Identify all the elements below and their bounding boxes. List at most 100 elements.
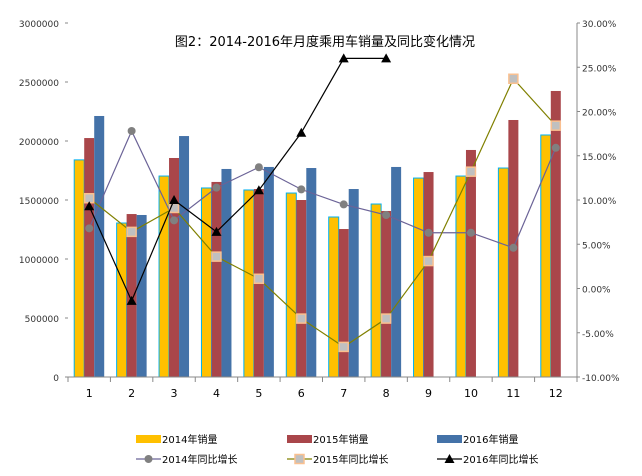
marker-1-11 xyxy=(508,73,519,85)
legend-swatch-bar-1 xyxy=(287,435,312,443)
bar-1-10 xyxy=(465,149,476,377)
marker-1-12 xyxy=(550,120,562,131)
x-tick-label: 9 xyxy=(425,387,432,400)
x-tick-label: 2 xyxy=(128,387,135,400)
legend-label: 2016年同比增长 xyxy=(463,453,538,466)
marker-2-7 xyxy=(338,53,349,63)
right-y-tick-label: -5.00% xyxy=(582,330,614,340)
right-y-tick-label: -10.00% xyxy=(582,374,620,384)
bar-1-3 xyxy=(169,157,180,377)
line-series-1 xyxy=(88,77,557,348)
marker-0-3 xyxy=(170,216,179,225)
bar-0-10 xyxy=(455,175,467,378)
left-y-tick-label: 1000000 xyxy=(19,256,59,266)
x-tick-label: 4 xyxy=(213,387,220,400)
right-y-tick-label: 5.00% xyxy=(582,241,611,251)
marker-1-4 xyxy=(211,251,222,262)
left-y-tick-label: 1500000 xyxy=(19,197,59,207)
bar-0-9 xyxy=(413,177,425,378)
x-tick-label: 1 xyxy=(86,387,93,400)
marker-2-8 xyxy=(381,53,392,63)
marker-0-1 xyxy=(85,224,94,233)
bar-1-1 xyxy=(84,138,95,377)
right-y-tick-label: 15.00% xyxy=(582,153,617,163)
right-y-tick-label: 30.00% xyxy=(582,20,617,30)
left-y-tick-label: 500000 xyxy=(25,315,60,325)
marker-1-8 xyxy=(380,313,392,324)
marker-0-5 xyxy=(254,163,263,172)
x-tick-label: 5 xyxy=(255,387,262,400)
legend-swatch-bar-0 xyxy=(136,435,161,443)
bar-1-9 xyxy=(423,172,434,377)
bar-0-7 xyxy=(328,216,340,378)
legend-label: 2015年销量 xyxy=(313,433,368,446)
left-y-tick-label: 2500000 xyxy=(19,79,59,89)
bar-2-7 xyxy=(348,189,359,377)
bar-1-12 xyxy=(550,90,561,377)
x-tick-label: 3 xyxy=(171,387,178,400)
x-tick-label: 8 xyxy=(383,387,390,400)
bar-2-2 xyxy=(136,214,147,377)
bar-0-2 xyxy=(116,222,128,378)
line-series-2 xyxy=(88,57,387,303)
marker-2-6 xyxy=(296,127,307,137)
legend-label: 2014年同比增长 xyxy=(162,453,237,466)
marker-0-9 xyxy=(424,228,433,237)
chart-title: 图2：2014-2016年月度乘用车销量及同比变化情况 xyxy=(175,34,475,50)
x-tick-label: 6 xyxy=(298,387,305,400)
bar-2-1 xyxy=(94,115,105,377)
x-tick-label: 7 xyxy=(340,387,347,400)
marker-2-3 xyxy=(169,195,180,204)
marker-1-2 xyxy=(126,226,137,238)
marker-1-9 xyxy=(423,255,434,267)
marker-2-5 xyxy=(253,185,264,195)
legend-marker-0 xyxy=(144,455,153,463)
right-y-tick-label: 20.00% xyxy=(582,109,617,119)
legend-label: 2014年销量 xyxy=(162,433,217,446)
right-y-tick-label: 10.00% xyxy=(582,197,617,207)
right-y-tick-label: 0.00% xyxy=(582,286,611,296)
bar-1-8 xyxy=(381,210,392,377)
marker-2-4 xyxy=(211,226,222,236)
bar-1-4 xyxy=(211,181,222,377)
x-tick-label: 10 xyxy=(464,387,478,400)
marker-0-4 xyxy=(212,183,221,192)
legend-label: 2015年同比增长 xyxy=(313,453,388,466)
x-tick-label: 11 xyxy=(506,387,520,400)
bar-1-7 xyxy=(338,229,349,377)
legend-label: 2016年销量 xyxy=(463,433,518,446)
x-tick-label: 12 xyxy=(549,387,563,400)
marker-2-1 xyxy=(84,201,95,211)
marker-1-5 xyxy=(253,273,265,285)
legend-swatch-bar-2 xyxy=(437,435,462,443)
marker-0-6 xyxy=(297,185,306,194)
marker-0-7 xyxy=(339,200,348,209)
bar-2-8 xyxy=(391,166,402,377)
bar-0-5 xyxy=(243,189,255,378)
bar-1-6 xyxy=(296,200,307,377)
bar-1-2 xyxy=(126,214,137,377)
marker-1-10 xyxy=(465,166,477,177)
left-y-tick-label: 0 xyxy=(53,374,59,384)
legend-marker-2 xyxy=(444,454,455,463)
marker-0-12 xyxy=(551,143,560,152)
legend-marker-1 xyxy=(294,453,305,465)
bar-0-8 xyxy=(370,203,382,378)
marker-1-6 xyxy=(296,313,307,324)
marker-2-2 xyxy=(126,295,137,305)
bar-0-6 xyxy=(285,192,297,378)
line-series-0 xyxy=(88,129,557,249)
marker-0-8 xyxy=(382,211,391,220)
marker-1-7 xyxy=(338,341,349,353)
left-y-tick-label: 2000000 xyxy=(19,138,59,148)
bar-2-3 xyxy=(179,136,190,377)
bar-2-4 xyxy=(221,168,232,377)
bar-2-6 xyxy=(306,168,317,377)
bar-0-1 xyxy=(73,159,85,378)
marker-0-10 xyxy=(466,228,475,237)
bar-2-5 xyxy=(263,166,274,377)
marker-0-2 xyxy=(127,126,136,135)
bar-0-4 xyxy=(200,187,212,378)
